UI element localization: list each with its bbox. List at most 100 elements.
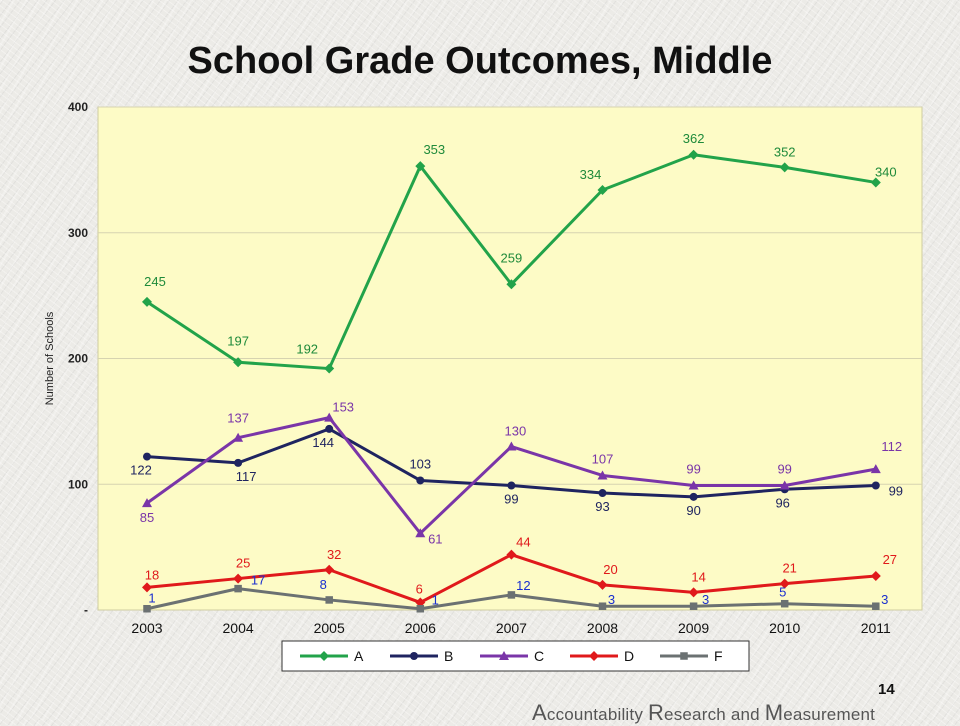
data-label: 17 <box>251 573 265 588</box>
data-label: 5 <box>779 585 786 600</box>
y-tick-label: 300 <box>68 226 88 240</box>
data-label: 340 <box>875 164 897 179</box>
data-point <box>779 578 790 589</box>
footer-organization: Accountability Research and Measurement <box>532 700 875 726</box>
legend-label: D <box>624 648 634 664</box>
data-label: 21 <box>782 561 796 576</box>
x-tick-label: 2008 <box>587 620 618 636</box>
series-a: 245 197 192 353 259 334 362 352 340 <box>142 131 897 374</box>
data-point <box>688 587 699 598</box>
data-label: 107 <box>592 451 614 466</box>
x-tick-label: 2006 <box>405 620 436 636</box>
footer-word-3: easurement <box>783 705 876 724</box>
data-point <box>779 162 790 173</box>
legend-marker <box>680 652 688 660</box>
data-label: 8 <box>320 577 327 592</box>
data-label: 14 <box>691 569 705 584</box>
data-label: 32 <box>327 547 341 562</box>
data-label: 353 <box>423 142 445 157</box>
footer-initial-2: R <box>647 700 665 725</box>
data-point <box>143 604 151 613</box>
data-label: 85 <box>140 510 154 525</box>
data-label: 352 <box>774 144 796 159</box>
data-label: 99 <box>686 462 700 477</box>
data-point <box>142 296 152 307</box>
data-label: 93 <box>595 499 609 514</box>
legend-item-f: F <box>660 648 723 664</box>
data-point <box>507 481 516 490</box>
data-point <box>233 573 244 584</box>
data-label: 245 <box>144 274 166 289</box>
data-label: 130 <box>505 424 527 439</box>
series-f: 1 17 8 1 12 3 3 5 3 <box>143 573 888 613</box>
data-label: 144 <box>312 435 334 450</box>
data-point <box>142 582 152 593</box>
data-label: 137 <box>227 411 249 426</box>
data-point <box>689 602 698 610</box>
data-label: 61 <box>428 531 442 546</box>
data-label: 6 <box>416 581 423 596</box>
data-point <box>234 458 243 467</box>
data-point <box>871 481 880 490</box>
data-point <box>233 432 244 442</box>
slide-title: School Grade Outcomes, Middle <box>187 40 773 82</box>
data-point <box>507 591 516 599</box>
data-label: 112 <box>881 439 902 454</box>
data-point <box>416 476 425 485</box>
data-label: 99 <box>504 492 518 507</box>
data-point <box>870 177 881 188</box>
data-point <box>870 464 881 474</box>
data-point <box>598 489 607 498</box>
data-point <box>325 424 334 433</box>
series-c: 85 137 153 61 130 107 99 99 112 <box>140 400 902 547</box>
footer-initial-1: A <box>532 700 547 725</box>
y-tick-label: 100 <box>68 477 88 491</box>
data-label: 44 <box>516 535 530 550</box>
y-tick-label: 200 <box>68 352 88 366</box>
data-point <box>324 412 335 422</box>
data-label: 192 <box>296 342 318 357</box>
x-tick-label: 2010 <box>769 620 800 636</box>
legend-marker <box>499 651 509 660</box>
data-point <box>689 492 698 501</box>
data-point <box>142 498 152 508</box>
data-label: 25 <box>236 556 250 571</box>
data-label: 362 <box>683 131 705 146</box>
data-label: 96 <box>775 495 789 510</box>
legend-item-b: B <box>390 648 453 664</box>
data-point <box>143 452 151 461</box>
data-point <box>415 528 426 538</box>
legend-item-d: D <box>570 648 634 664</box>
data-point <box>233 357 244 368</box>
data-point <box>324 564 335 575</box>
legend-item-c: C <box>480 648 544 664</box>
data-label: 153 <box>332 400 354 415</box>
legend-label: B <box>444 648 453 664</box>
data-point <box>506 279 517 290</box>
data-point <box>506 549 517 560</box>
data-label: 259 <box>501 250 523 265</box>
data-point <box>416 604 425 613</box>
data-label: 1 <box>148 591 155 606</box>
data-point <box>597 470 608 480</box>
data-label: 12 <box>516 578 530 593</box>
data-label: 18 <box>145 567 159 582</box>
data-point <box>234 584 242 593</box>
data-label: 20 <box>603 562 617 577</box>
legend-marker <box>319 651 329 661</box>
data-point <box>506 441 517 451</box>
data-point <box>779 480 790 490</box>
data-label: 117 <box>236 469 257 484</box>
data-label: 90 <box>686 503 700 518</box>
y-tick-label: 400 <box>68 100 88 114</box>
data-point <box>688 480 699 490</box>
data-label: 3 <box>702 592 709 607</box>
data-label: 197 <box>227 333 249 348</box>
data-point <box>325 596 333 604</box>
page-number: 14 <box>878 681 895 698</box>
data-point <box>598 602 607 610</box>
data-label: 99 <box>889 484 903 499</box>
legend-label: C <box>534 648 544 664</box>
x-tick-label: 2011 <box>861 620 891 636</box>
